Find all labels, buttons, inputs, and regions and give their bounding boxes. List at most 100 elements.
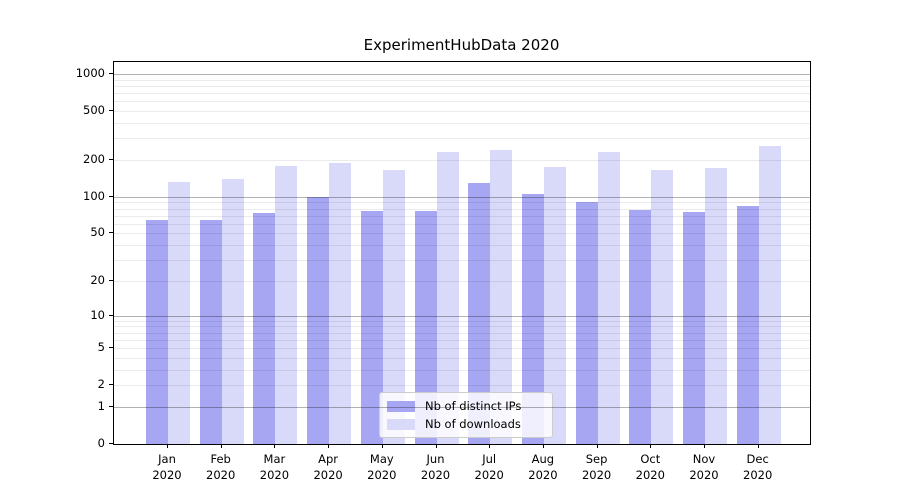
x-tick-year: 2020 [367,468,397,482]
bar-distinct-ips [736,206,759,444]
x-tick-label: Oct 2020 [622,451,678,483]
x-tick-label: May 2020 [354,451,410,483]
x-tick-label: Aug 2020 [515,451,571,483]
x-tick-label: Nov 2020 [676,451,732,483]
bar-downloads [168,181,190,444]
x-tick-month: Feb [210,452,231,466]
bar-distinct-ips [146,220,168,444]
x-tick-month: Jul [482,452,497,466]
x-tick-label: Jul 2020 [461,451,517,483]
x-tick-year: 2020 [152,468,182,482]
y-tick-mark [109,405,113,407]
x-tick-month: Aug [531,452,555,466]
x-tick-label: Jan 2020 [139,451,195,483]
x-tick-year: 2020 [689,468,719,482]
x-tick-mark [167,444,168,448]
x-tick-mark [489,444,491,448]
bar-downloads [221,178,244,444]
y-tick-mark [109,443,113,444]
x-tick-year: 2020 [474,468,504,482]
bar-distinct-ips [253,213,276,444]
bar-distinct-ips [575,202,598,444]
legend-item: Nb of downloads [387,417,544,431]
y-tick-label: 100 [83,188,105,203]
bar-downloads [275,166,298,444]
legend: Nb of distinct IPs Nb of downloads [379,392,553,438]
x-tick-label: Apr 2020 [300,451,356,483]
x-tick-year: 2020 [420,468,451,482]
x-tick-year: 2020 [528,468,558,482]
x-tick-month: Apr [318,452,339,466]
bar-downloads [651,170,674,444]
x-tick-mark [328,444,330,448]
y-tick-label: 1 [97,398,105,413]
x-tick-mark [274,444,276,448]
x-tick-mark [704,444,705,448]
bar-downloads [597,152,620,444]
x-tick-year: 2020 [206,468,236,482]
legend-swatch-icon [387,400,415,412]
bar-distinct-ips [414,210,437,444]
y-tick-mark [109,279,113,281]
bar-downloads [490,149,513,444]
x-tick-year: 2020 [581,468,612,482]
plot-area: Nb of distinct IPs Nb of downloads [113,61,811,445]
x-tick-month: May [369,452,394,466]
y-tick-label: 1000 [75,65,105,80]
x-tick-label: Sep 2020 [569,451,625,483]
y-tick-label: 5 [97,340,105,354]
bar-distinct-ips [199,220,222,444]
bar-downloads [436,152,459,444]
legend-label: Nb of distinct IPs [425,399,522,413]
bar-distinct-ips [629,209,652,444]
y-tick-mark [109,72,113,74]
x-tick-mark [757,444,759,448]
y-tick-label: 200 [83,151,105,166]
bar-distinct-ips [683,212,705,444]
x-tick-month: Jun [426,452,445,466]
bar-downloads [705,167,727,444]
legend-label: Nb of downloads [425,417,521,431]
y-tick-mark [109,314,113,316]
y-tick-label: 50 [90,225,105,240]
x-tick-label: Mar 2020 [246,451,302,483]
bar-downloads [758,146,781,444]
legend-item: Nb of distinct IPs [387,399,544,413]
x-tick-label: Feb 2020 [193,451,249,483]
bar-distinct-ips [307,197,330,444]
x-tick-month: Sep [585,452,608,466]
x-tick-month: Nov [692,452,716,466]
y-tick-label: 10 [90,307,105,322]
x-tick-year: 2020 [259,468,290,482]
x-tick-mark [435,444,437,448]
x-tick-year: 2020 [635,468,665,482]
x-tick-mark [220,444,222,448]
y-tick-label: 0 [97,436,105,450]
x-tick-mark [542,444,544,448]
x-tick-label: Dec 2020 [730,451,786,483]
bar-downloads [329,163,352,444]
y-tick-label: 2 [97,377,105,392]
bar-downloads [543,167,566,444]
y-tick-mark [109,110,113,111]
bars-layer [114,62,810,444]
x-tick-mark [381,444,383,448]
y-tick-mark [109,195,113,197]
y-tick-mark [109,347,113,348]
x-tick-month: Jan [158,452,176,466]
y-tick-mark [109,232,113,234]
bar-downloads [382,169,405,444]
bar-distinct-ips [521,193,544,444]
y-tick-mark [109,384,113,386]
x-tick-month: Oct [640,452,661,466]
x-tick-mark [650,444,652,448]
x-tick-year: 2020 [743,468,773,482]
x-tick-year: 2020 [313,468,343,482]
y-tick-mark [109,158,113,160]
chart-title: ExperimentHubData 2020 [363,36,560,54]
x-tick-month: Mar [263,452,286,466]
legend-swatch-icon [387,418,415,430]
y-tick-label: 500 [83,102,105,117]
bar-distinct-ips [360,210,383,444]
